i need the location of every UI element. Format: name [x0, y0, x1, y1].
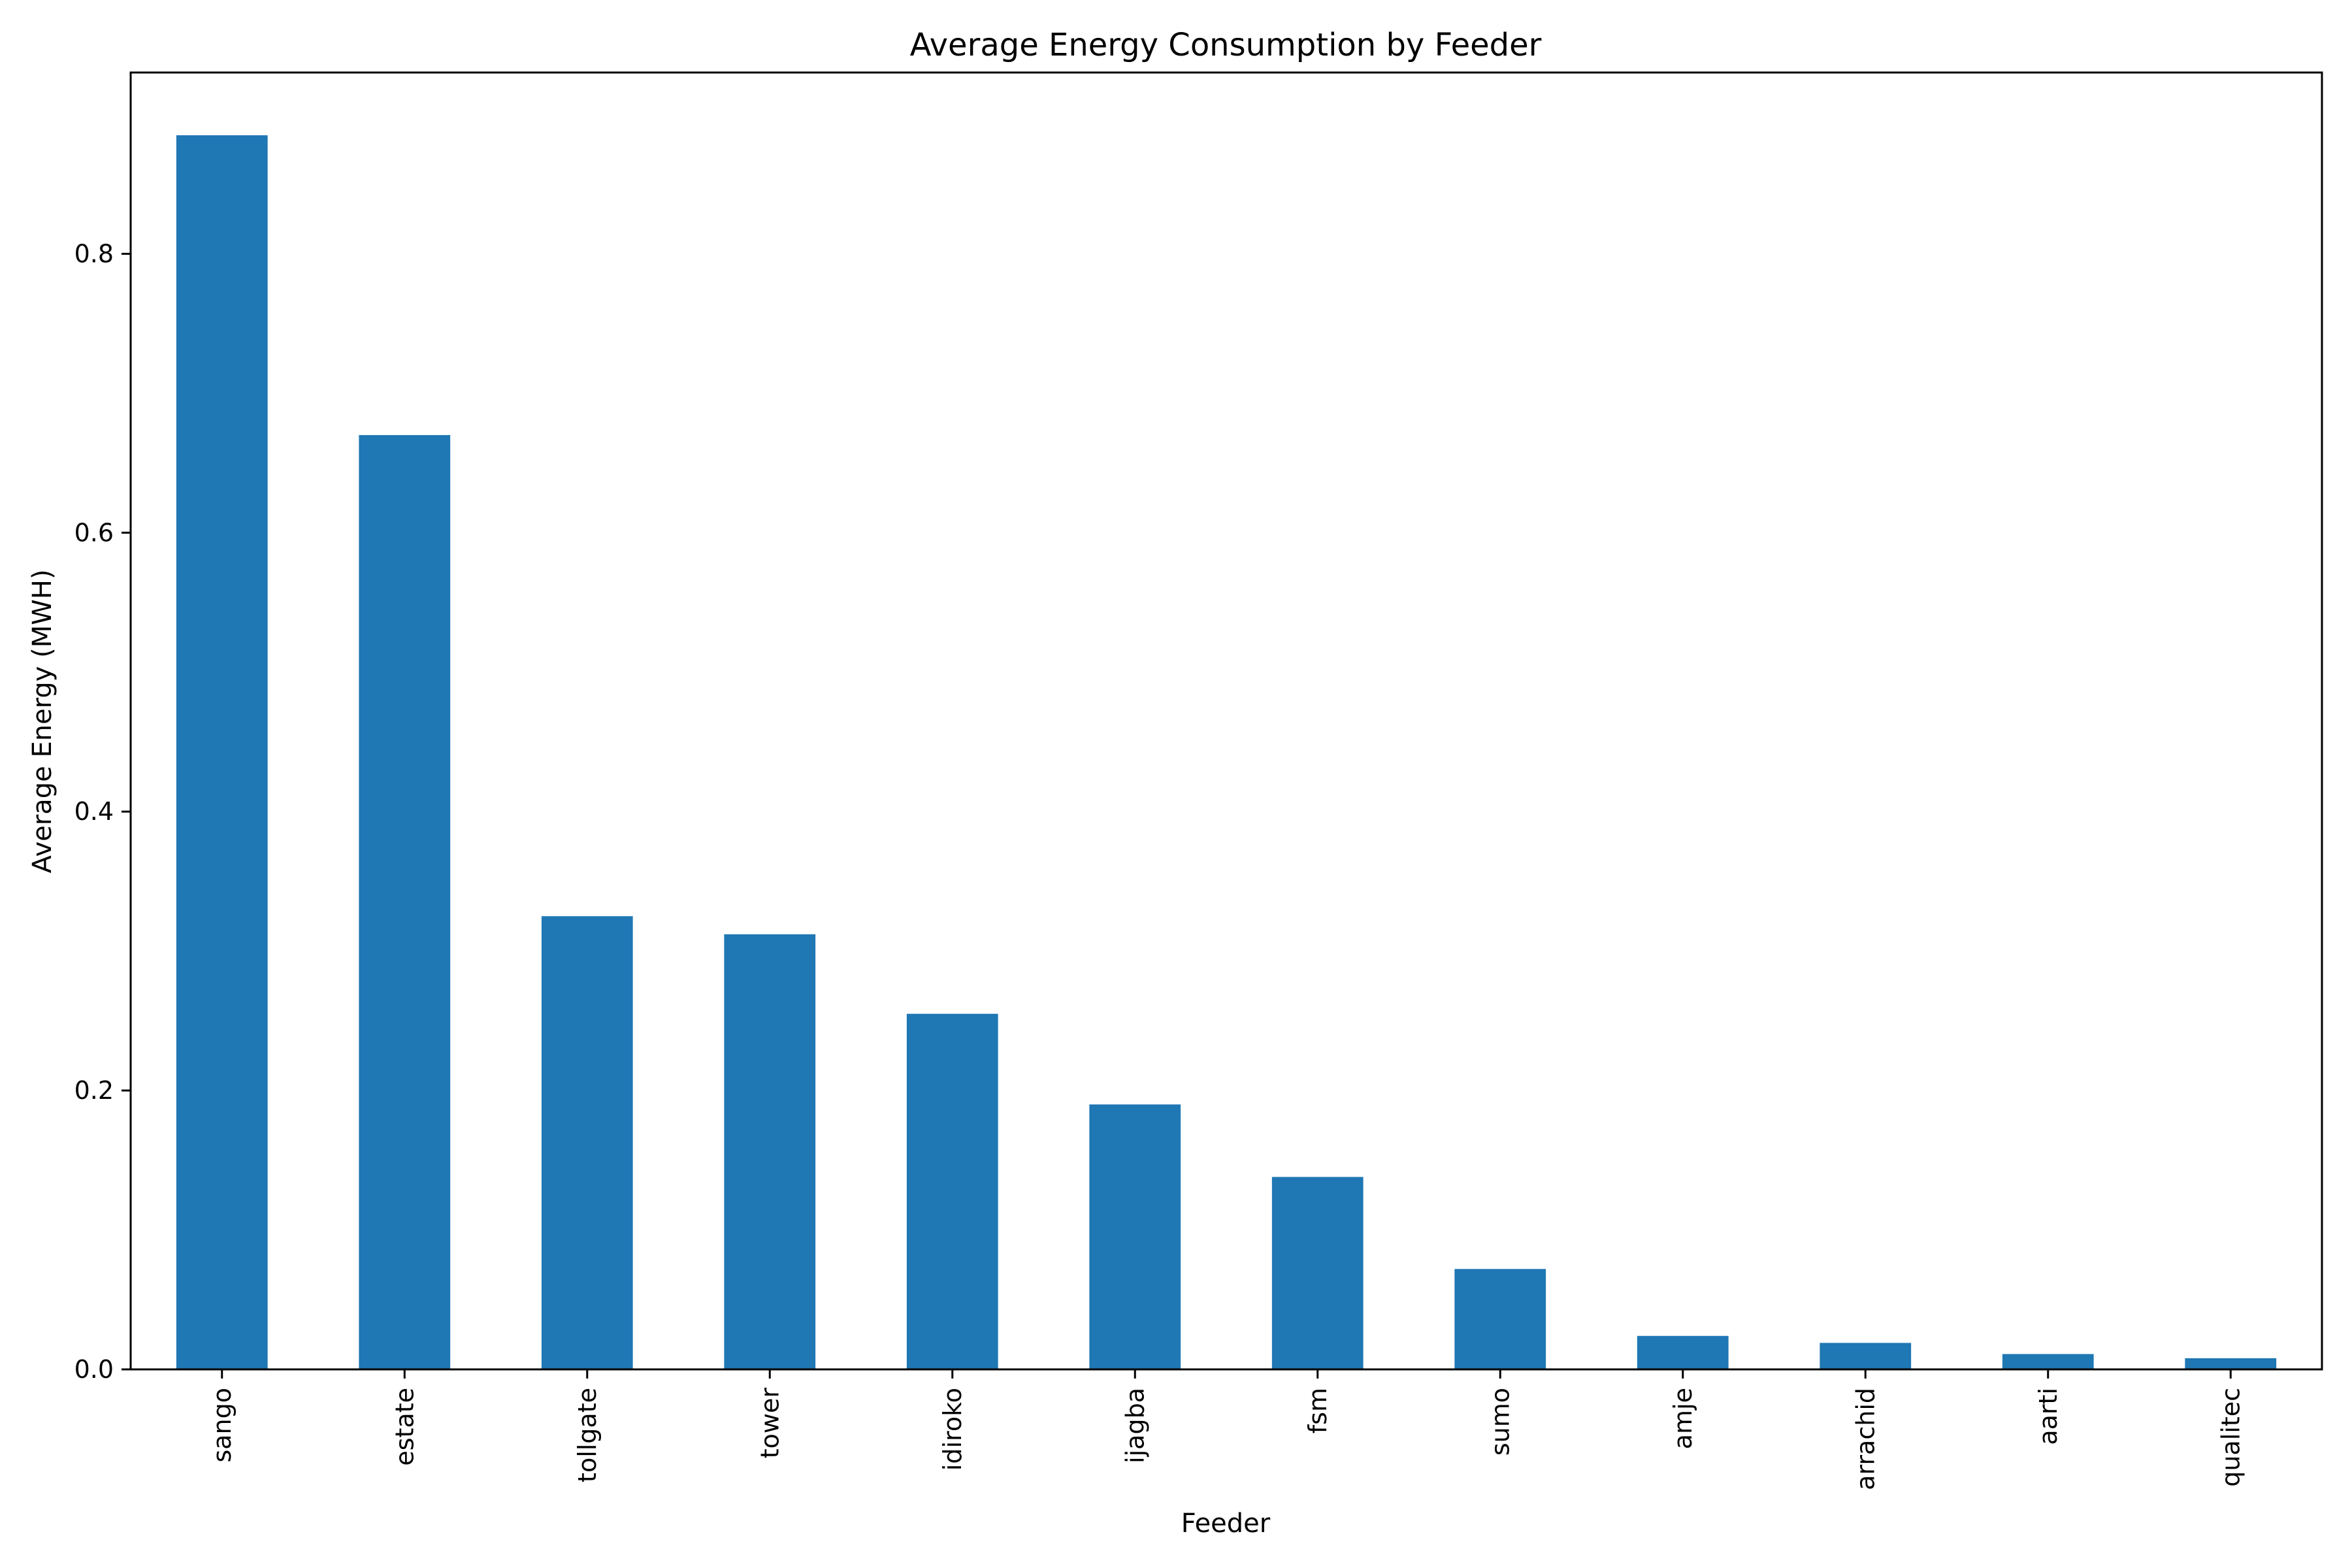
x-tick-label-ijagba: ijagba [1120, 1388, 1149, 1463]
y-axis-label: Average Energy (MWH) [27, 569, 57, 873]
bar-amje [1637, 1335, 1729, 1369]
x-axis: sango estate tollgate tower idiroko ijagba fsm… [208, 1369, 2245, 1490]
x-tick-label-amje: amje [1669, 1388, 1697, 1449]
x-tick-label-idiroko: idiroko [938, 1388, 967, 1471]
chart-title: Average Energy Consumption by Feeder [910, 27, 1542, 63]
y-tick-label: 0.0 [74, 1355, 114, 1384]
x-tick-label-estate: estate [390, 1388, 419, 1466]
y-tick-label: 0.8 [74, 239, 114, 268]
bar-estate [359, 434, 451, 1369]
plot-frame [129, 71, 2323, 1371]
y-tick-label: 0.6 [74, 518, 114, 547]
bar-sango [176, 135, 268, 1370]
x-tick-label-aarti: aarti [2034, 1388, 2063, 1445]
bar-arrachid [1820, 1343, 1912, 1369]
x-tick-label-sango: sango [208, 1388, 237, 1463]
bars-group [176, 135, 2277, 1370]
x-tick-label-tower: tower [755, 1388, 784, 1459]
x-tick-label-tollgate: tollgate [573, 1388, 602, 1482]
x-tick-label-arrachid: arrachid [1851, 1388, 1880, 1490]
bar-tower [724, 934, 816, 1369]
bar-fsm [1271, 1177, 1364, 1369]
bar-tollgate [541, 916, 633, 1369]
x-tick-label-sumo: sumo [1486, 1388, 1514, 1456]
bar-ijagba [1089, 1104, 1181, 1369]
x-axis-label: Feeder [1181, 1509, 1271, 1539]
x-tick-label-qualitec: qualitec [2216, 1388, 2245, 1487]
x-tick-label-fsm: fsm [1303, 1388, 1332, 1433]
y-axis: 0.0 0.2 0.4 0.6 0.8 [74, 239, 131, 1384]
y-tick-label: 0.4 [74, 797, 114, 826]
bar-sumo [1454, 1269, 1546, 1369]
bar-idiroko [906, 1013, 998, 1369]
bar-aarti [2002, 1354, 2094, 1369]
y-tick-label: 0.2 [74, 1076, 114, 1105]
bar-qualitec [2185, 1358, 2277, 1369]
